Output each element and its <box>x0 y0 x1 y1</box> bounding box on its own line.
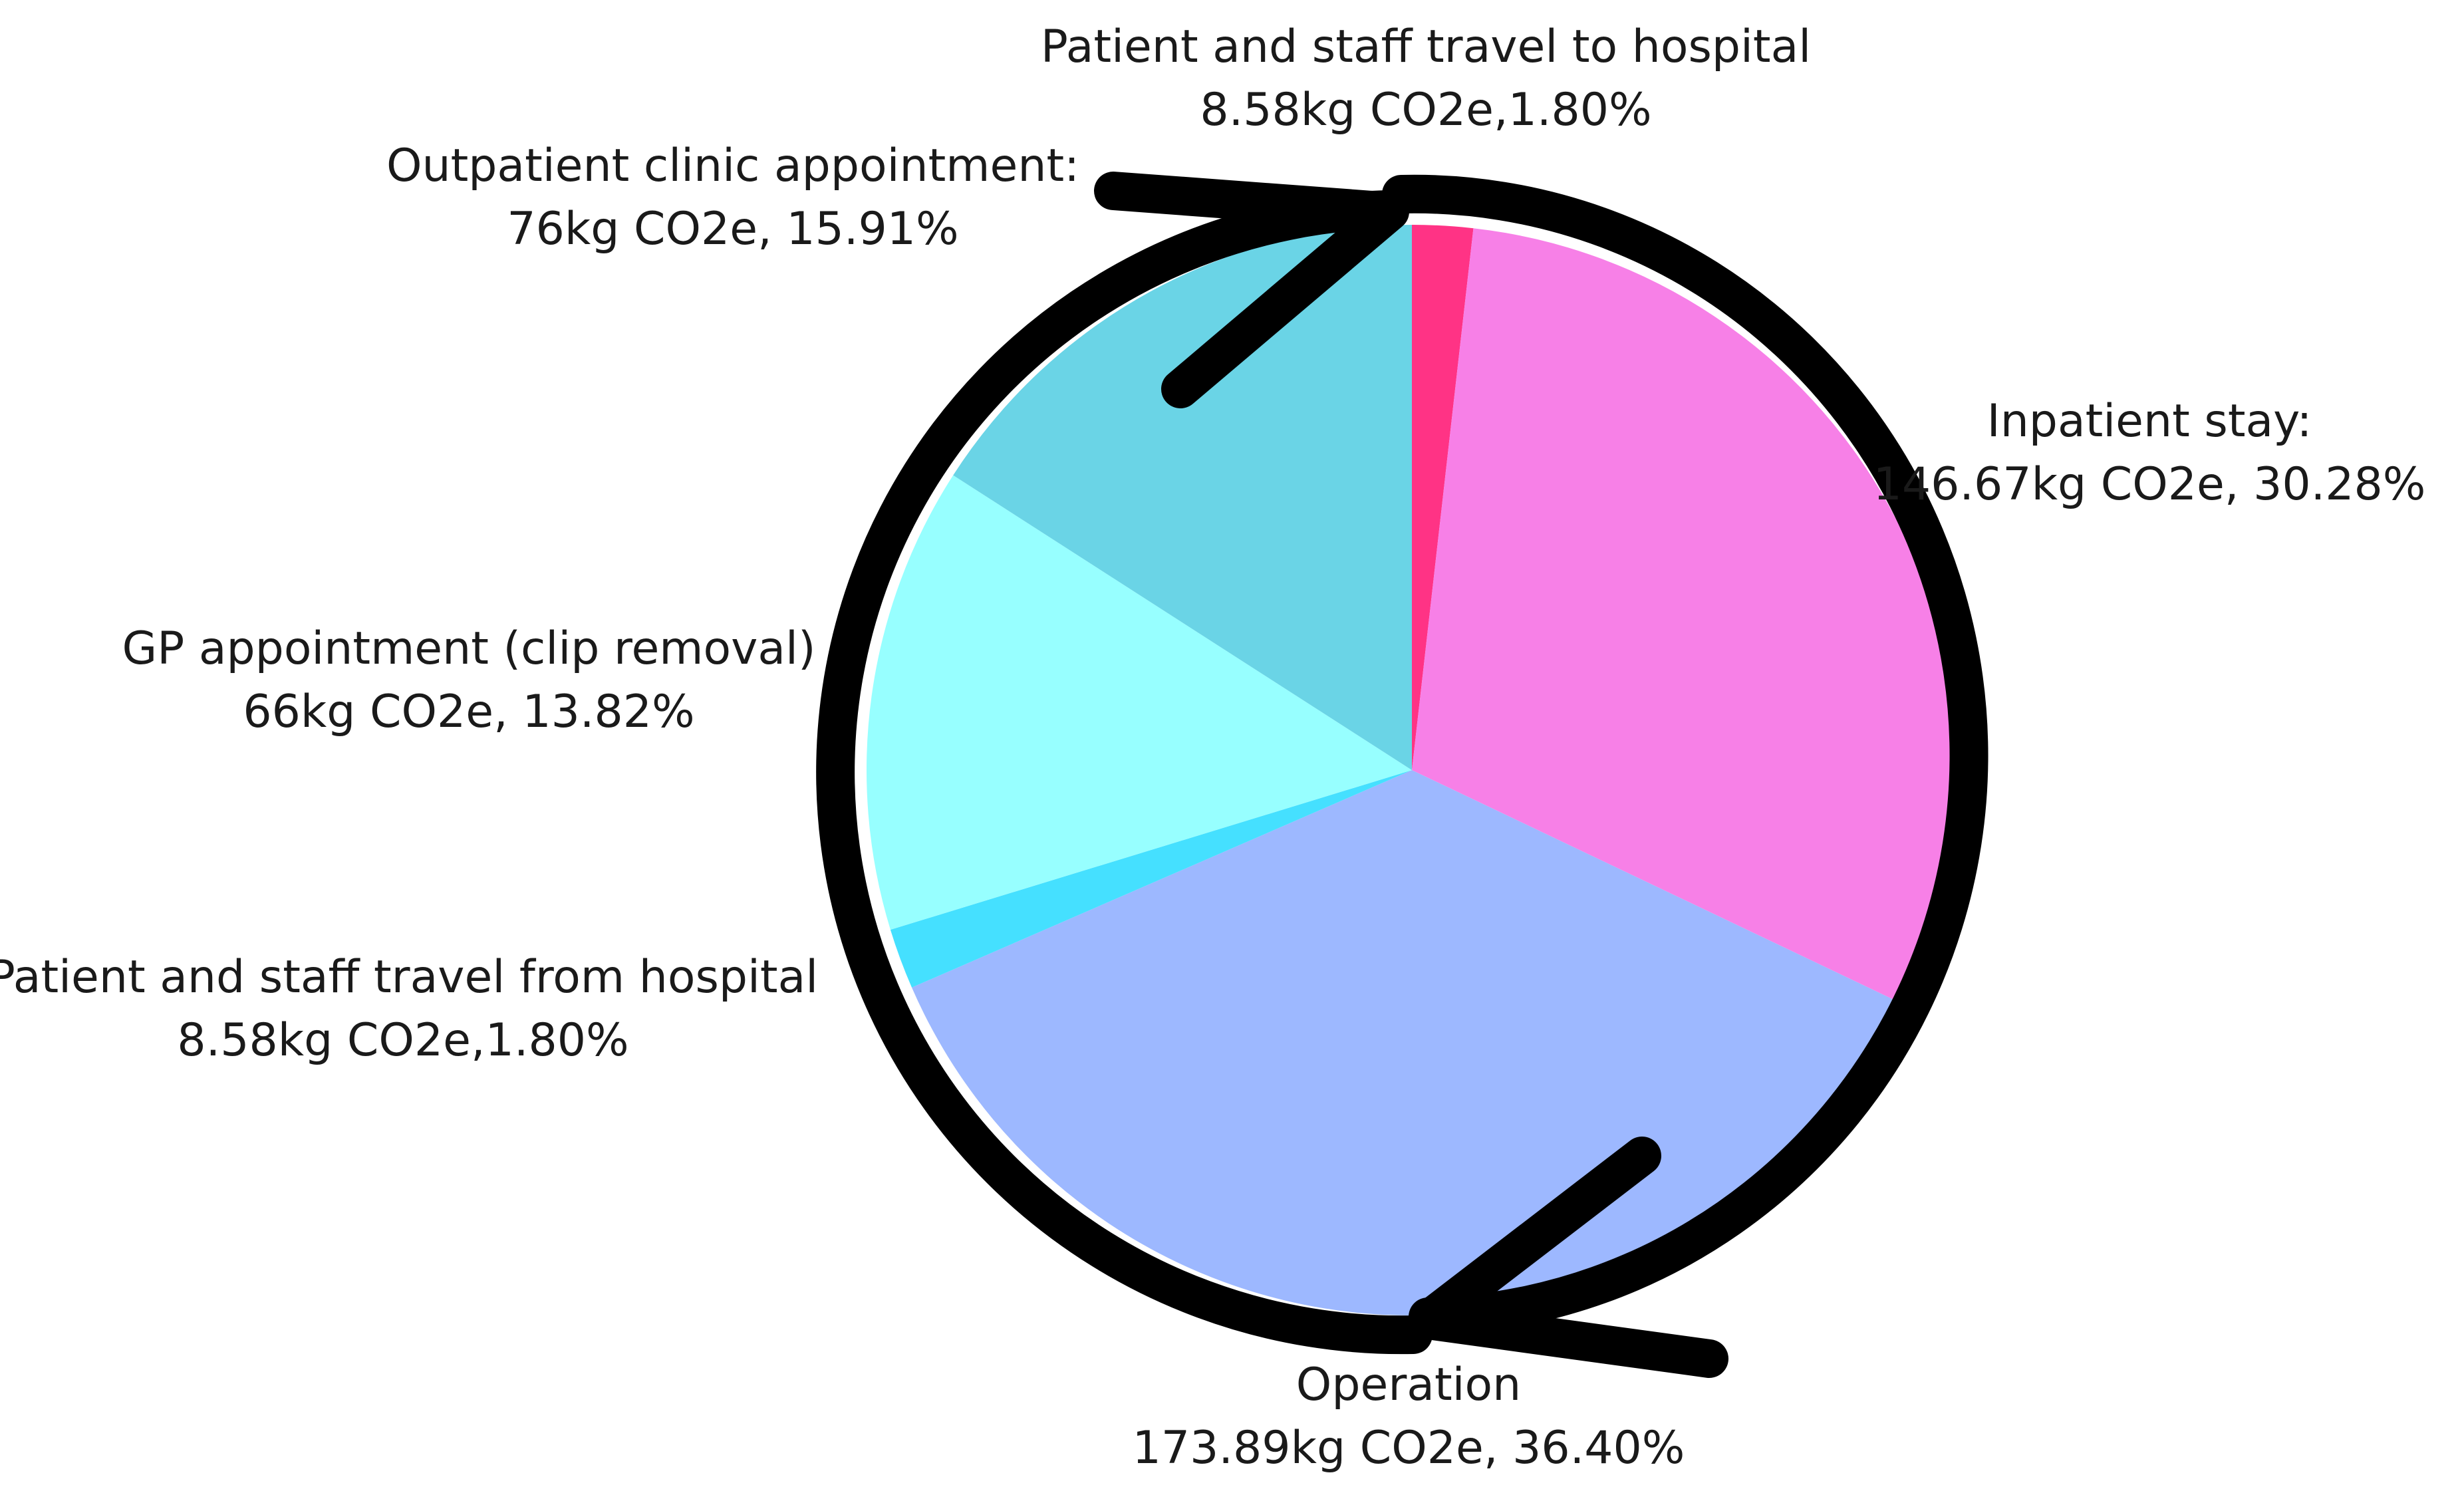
pie-slices <box>866 224 1958 1316</box>
slice-label-travel-to: Patient and staff travel to hospital <box>1041 21 1811 73</box>
slice-value-inpatient: 146.67kg CO2e, 30.28% <box>1873 458 2426 511</box>
slice-value-outpatient: 76kg CO2e, 15.91% <box>507 203 958 255</box>
pie-slice-6 <box>953 225 1412 770</box>
cycle-arrow-left-head <box>1094 172 1409 408</box>
pie-slice-2 <box>1412 228 1958 1005</box>
slice-value-travel-from: 8.58kg CO2e,1.80% <box>177 1014 628 1067</box>
pie-slice-5 <box>866 475 1412 930</box>
cycle-arrow-left <box>816 190 1433 1355</box>
slice-label-outpatient: Outpatient clinic appointment: <box>386 140 1079 192</box>
slice-value-operation: 173.89kg CO2e, 36.40% <box>1133 1422 1685 1474</box>
slice-label-travel-from: Patient and staff travel from hospital <box>0 951 818 1004</box>
pie-slice-1 <box>1412 224 1474 770</box>
cycle-arrow-right <box>1382 174 1988 1336</box>
slice-value-travel-to: 8.58kg CO2e,1.80% <box>1200 84 1651 136</box>
cycle-arrow-right-head <box>1409 1137 1728 1378</box>
slice-labels: Patient and staff travel to hospital 8.5… <box>0 21 2425 1474</box>
slice-label-gp: GP appointment (clip removal) <box>122 622 816 675</box>
pie-slice-4 <box>890 770 1412 988</box>
slice-value-gp: 66kg CO2e, 13.82% <box>243 686 694 738</box>
slice-label-inpatient: Inpatient stay: <box>1987 395 2312 448</box>
pie-slice-3 <box>912 770 1905 1316</box>
slice-label-operation: Operation <box>1296 1359 1521 1411</box>
cycle-arrows <box>816 172 1988 1378</box>
